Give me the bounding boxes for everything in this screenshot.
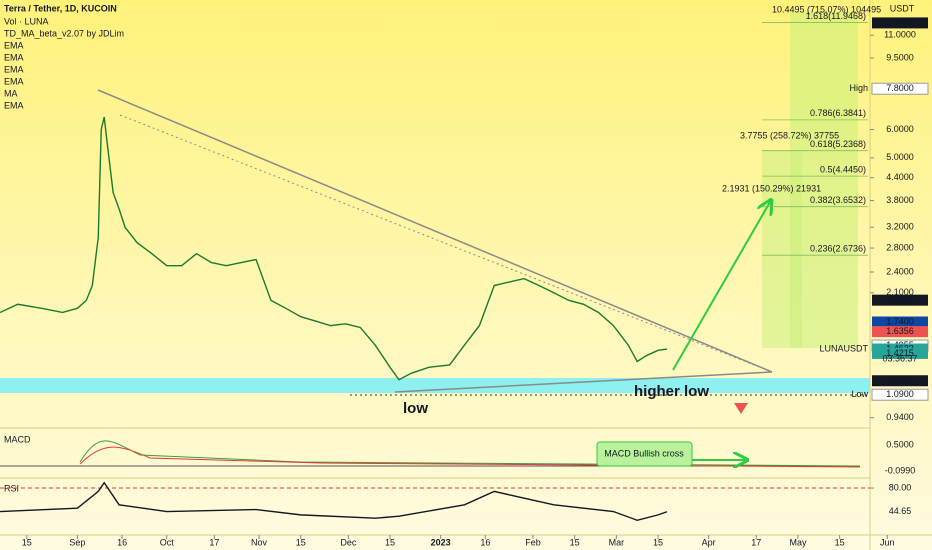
measurement: 2.1931 (150.29%) 21931: [722, 183, 821, 193]
y-tick-label: 3.8000: [886, 195, 914, 205]
x-tick-label: Sep: [69, 537, 85, 547]
y-tick-label: 3.2000: [886, 222, 914, 232]
x-tick-label: 15: [296, 537, 306, 547]
price-tag-label: 1.1925: [886, 375, 914, 385]
y-tick-label: 0.5000: [886, 439, 914, 449]
x-tick-label: Oct: [160, 537, 175, 547]
y-tick-label: 9.5000: [886, 52, 914, 62]
y-tick-label: 5.0000: [886, 152, 914, 162]
price-tag: [872, 375, 928, 387]
x-tick-label: 15: [385, 537, 395, 547]
support-band: [0, 378, 870, 393]
y-tick-label: 0.9400: [886, 412, 914, 422]
indicator-label: EMA: [4, 64, 24, 74]
x-tick-label: 17: [209, 537, 219, 547]
y-tick-label: 4.4000: [886, 172, 914, 182]
measurement: 10.4495 (715.07%) 104495: [772, 4, 881, 14]
price-tag-name: Low: [851, 389, 868, 399]
x-tick-label: Feb: [525, 537, 541, 547]
down-marker: [734, 403, 748, 414]
price-tag-name: High: [849, 83, 868, 93]
indicator-label: EMA: [4, 100, 24, 110]
price-tag-label: 1.4215: [886, 348, 914, 358]
trendline: [394, 371, 773, 393]
price-tag: [872, 316, 928, 328]
price-tag-name: LUNAUSDT: [819, 343, 868, 353]
x-tick-label: 15: [835, 537, 845, 547]
value-label: -0.0990: [885, 465, 916, 475]
x-tick-label: Apr: [702, 537, 716, 547]
price-tag-label: 1.7400: [886, 316, 914, 326]
x-tick-label: Jun: [880, 537, 895, 547]
value-label: 44.65: [889, 506, 912, 516]
price-tag-label: 1.0900: [886, 389, 914, 399]
fib-label: 0.236(2.6736): [810, 244, 866, 254]
x-tick-label: Dec: [340, 537, 357, 547]
pane-title: RSI: [4, 483, 19, 493]
fib-label: 0.5(4.4450): [820, 165, 866, 175]
indicator-label: EMA: [4, 40, 24, 50]
callout-box: [596, 441, 693, 467]
chart-title: Terra / Tether, 1D, KUCOIN: [4, 3, 117, 13]
indicator-label: EMA: [4, 52, 24, 62]
x-tick-label: 16: [117, 537, 127, 547]
fib-label: 0.618(5.2368): [810, 139, 866, 149]
x-tick-label: May: [789, 537, 807, 547]
x-tick-label: 17: [751, 537, 761, 547]
indicator-label: TD_MA_beta_v2.07 by JDLim: [4, 28, 124, 38]
price-tag: [872, 347, 928, 359]
price-tag-label: 11.9087: [884, 17, 916, 27]
trendline: [119, 114, 773, 373]
price-tag-label: 1.6356: [886, 326, 914, 336]
price-tag: [871, 388, 929, 401]
price-tag-label: 7.8000: [886, 83, 914, 93]
indicator-label: Vol · LUNA: [4, 16, 49, 26]
fib-label: 0.382(3.6532): [810, 195, 866, 205]
trendline: [97, 89, 773, 373]
y-tick-label: 2.8000: [886, 242, 914, 252]
y-tick-label: 2.1000: [886, 287, 914, 297]
price-tag: [872, 294, 928, 306]
y-tick-label: 2.4000: [886, 266, 914, 276]
price-tag: [871, 82, 929, 95]
arrow: [672, 202, 770, 371]
indicator-label: EMA: [4, 76, 24, 86]
y-unit: USDT: [890, 3, 915, 13]
measurement: 3.7755 (258.72%) 37755: [740, 130, 839, 140]
y-tick-label: 80.00: [889, 482, 912, 492]
x-tick-label: 2023: [431, 537, 451, 547]
price-tag: [872, 17, 928, 29]
signal-line: [79, 446, 861, 468]
annotation: low: [403, 400, 428, 417]
y-tick-label: 6.0000: [886, 124, 914, 134]
series-line: [0, 481, 668, 521]
x-tick-label: Nov: [251, 537, 268, 547]
x-tick-label: 16: [480, 537, 490, 547]
series-line: [0, 116, 668, 381]
price-tag: [872, 326, 928, 338]
x-tick-label: Mar: [609, 537, 625, 547]
annotation: higher low: [634, 383, 709, 400]
x-tick-label: 15: [22, 537, 32, 547]
y-tick-label: 11.0000: [884, 30, 916, 40]
indicator-label: MA: [4, 88, 18, 98]
x-tick-label: 15: [570, 537, 580, 547]
measure-zone: [762, 150, 802, 348]
x-tick-label: 15: [653, 537, 663, 547]
annotation: MACD Bullish cross: [604, 448, 684, 458]
fib-label: 0.786(6.3841): [810, 108, 866, 118]
countdown: 03:36:37: [882, 353, 917, 363]
price-tag-label: 2.0021: [886, 295, 914, 305]
fib-label: 1.618(11.9468): [806, 11, 866, 21]
macd-line: [79, 440, 861, 467]
pane-title: MACD: [4, 434, 31, 444]
